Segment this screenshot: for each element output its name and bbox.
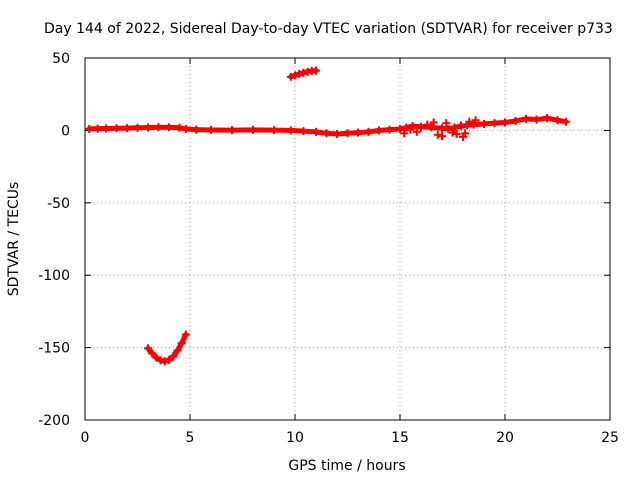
x-tick-label: 25: [601, 430, 619, 446]
data-point-scatter-noise: [442, 119, 451, 128]
data-point-scatter-noise: [406, 125, 415, 134]
data-point-scatter-noise: [465, 117, 474, 126]
data-point-scatter-noise: [400, 129, 409, 138]
data-point-scatter-noise: [423, 120, 432, 129]
y-axis-label: SDTVAR / TECUs: [6, 182, 22, 297]
x-axis-ticks: 0 5 10 15 20 25: [81, 58, 619, 446]
y-axis-ticks: -200 -150 -100 -50 0 50: [38, 51, 610, 429]
y-tick-label: -100: [38, 268, 70, 284]
y-tick-label: 50: [52, 51, 70, 67]
data-point-scatter-noise: [456, 121, 465, 130]
x-axis-label: GPS time / hours: [288, 458, 405, 474]
data-point-scatter-noise: [433, 130, 442, 139]
y-tick-label: -50: [47, 196, 70, 212]
data-point-scatter-noise: [417, 123, 425, 132]
data-point-scatter-noise: [438, 132, 446, 141]
data-point-scatter-noise: [448, 128, 457, 137]
x-tick-label: 5: [186, 430, 195, 446]
x-tick-label: 20: [496, 430, 514, 446]
chart-title: Day 144 of 2022, Sidereal Day-to-day VTE…: [44, 21, 613, 37]
data-point-scatter-noise: [452, 130, 461, 139]
y-tick-label: 0: [61, 123, 70, 139]
data-point-upper-segment: [312, 66, 320, 75]
data-point-scatter-noise: [412, 127, 421, 136]
plot-frame: [84, 57, 611, 421]
data-point-scatter-noise: [471, 116, 480, 125]
gridlines: [85, 58, 610, 420]
y-tick-label: -200: [38, 413, 70, 429]
y-tick-label: -150: [38, 341, 70, 357]
data-point-main: [561, 117, 570, 126]
data-point-scatter-noise: [429, 118, 438, 127]
x-tick-label: 0: [81, 430, 90, 446]
data-point-scatter-noise: [461, 129, 470, 138]
data-points: [85, 66, 570, 366]
data-point-lower-segment: [181, 330, 190, 339]
x-tick-label: 10: [286, 430, 304, 446]
x-tick-label: 15: [391, 430, 409, 446]
